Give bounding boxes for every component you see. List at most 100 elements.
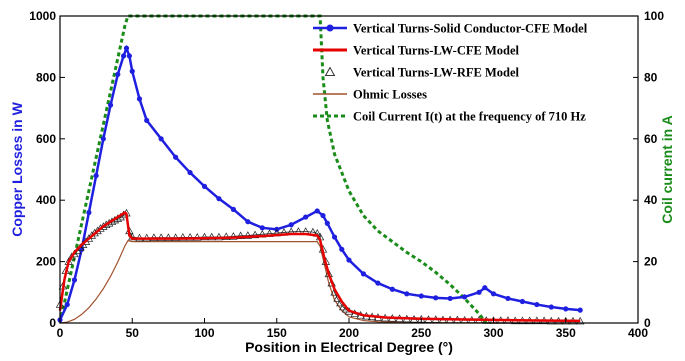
series-point-0 — [64, 301, 70, 308]
series-point-0 — [433, 295, 439, 301]
x-axis-label: Position in Electrical Degree (°) — [245, 339, 453, 355]
series-point-0 — [404, 291, 410, 297]
series-point-2 — [149, 233, 159, 241]
x-tick-label: 250 — [411, 326, 431, 340]
y-right-tick-label: 80 — [644, 70, 658, 84]
series-point-2 — [250, 230, 260, 239]
y-left-tick-label: 200 — [36, 255, 56, 269]
series-point-0 — [100, 136, 106, 142]
series-point-0 — [490, 291, 497, 297]
series-point-0 — [314, 208, 320, 214]
legend-marker-2 — [324, 66, 336, 77]
series-point-2 — [327, 278, 336, 287]
series-point-0 — [534, 301, 540, 308]
series-point-2 — [171, 233, 180, 241]
series-point-0 — [360, 271, 367, 277]
y-left-tick-label: 400 — [36, 193, 56, 207]
y-right-tick-label: 0 — [644, 316, 651, 330]
series-point-0 — [303, 214, 309, 220]
y-right-tick-label: 100 — [644, 9, 664, 23]
x-tick-label: 200 — [339, 326, 359, 340]
x-tick-label: 400 — [628, 326, 648, 340]
series-layer — [55, 14, 585, 325]
series-point-0 — [115, 71, 121, 77]
y-right-tick-label: 40 — [644, 193, 658, 207]
series-point-0 — [93, 173, 99, 179]
series-point-0 — [158, 136, 164, 142]
series-line-3 — [59, 240, 581, 324]
series-point-0 — [519, 298, 526, 305]
series-point-0 — [548, 304, 554, 310]
series-point-2 — [207, 232, 216, 241]
x-tick-label: 300 — [483, 326, 503, 340]
series-point-0 — [418, 293, 424, 299]
series-point-2 — [229, 232, 238, 240]
series-point-0 — [324, 220, 330, 226]
series-point-0 — [563, 306, 569, 312]
series-point-0 — [331, 234, 338, 240]
series-point-0 — [86, 209, 92, 216]
series-point-2 — [243, 231, 253, 239]
series-point-0 — [136, 96, 143, 102]
series-point-0 — [126, 53, 132, 59]
legend-label-1: Vertical Turns-LW-CFE Model — [353, 44, 520, 58]
legend-label-2: Vertical Turns-LW-RFE Model — [353, 66, 520, 80]
y-right-tick-label: 60 — [644, 132, 658, 146]
y-left-tick-label: 600 — [36, 132, 56, 146]
legend: Vertical Turns-Solid Conductor-CFE Model… — [313, 22, 588, 124]
y-left-tick-label: 1000 — [29, 9, 56, 23]
series-line-4 — [58, 14, 488, 324]
series-point-0 — [120, 53, 127, 59]
series-point-0 — [201, 183, 208, 189]
legend-label-3: Ohmic Losses — [353, 88, 427, 102]
series-point-0 — [144, 117, 150, 123]
x-tick-label: 50 — [126, 326, 140, 340]
series-point-0 — [577, 307, 583, 313]
series-point-2 — [193, 233, 202, 241]
series-line-1 — [58, 210, 581, 323]
x-tick-label: 350 — [556, 326, 576, 340]
x-tick-label: 0 — [57, 326, 64, 340]
series-point-0 — [245, 219, 251, 225]
series-point-0 — [173, 154, 179, 160]
series-point-0 — [216, 196, 222, 202]
series-line-2 — [59, 212, 581, 322]
series-point-0 — [476, 289, 482, 295]
legend-label-0: Vertical Turns-Solid Conductor-CFE Model — [353, 22, 588, 36]
series-point-0 — [230, 206, 236, 213]
legend-label-4: Coil Current I(t) at the frequency of 71… — [353, 110, 586, 124]
series-point-2 — [178, 233, 188, 241]
axes-layer: 0 50 100 150 200 250 300 350 4000200400600800100… — [9, 9, 675, 355]
series-point-0 — [339, 246, 345, 252]
series-line-0 — [58, 44, 581, 321]
series-point-2 — [221, 232, 231, 240]
series-point-0 — [123, 45, 130, 51]
y-right-tick-label: 20 — [644, 255, 658, 269]
series-point-2 — [156, 233, 166, 241]
series-point-0 — [71, 277, 78, 283]
plot-frame — [59, 15, 639, 324]
series-point-0 — [505, 295, 511, 302]
series-point-0 — [462, 294, 468, 300]
series-point-0 — [187, 169, 193, 176]
series-point-2 — [200, 232, 209, 241]
series-point-0 — [447, 295, 453, 302]
series-point-0 — [129, 68, 135, 74]
y-right-axis-label: Coil current in A — [659, 115, 675, 223]
x-tick-label: 100 — [194, 326, 214, 340]
series-point-0 — [389, 286, 395, 292]
y-left-tick-label: 0 — [49, 316, 56, 330]
series-point-2 — [236, 231, 245, 240]
series-point-0 — [107, 102, 114, 108]
series-point-0 — [482, 285, 488, 291]
y-left-tick-label: 800 — [36, 70, 56, 84]
series-point-0 — [288, 222, 294, 228]
series-point-0 — [320, 212, 326, 219]
series-point-2 — [185, 233, 195, 241]
y-left-axis-label: Copper Losses in W — [9, 101, 25, 236]
series-point-2 — [164, 233, 173, 241]
series-point-0 — [346, 257, 352, 263]
legend-marker-0 — [326, 24, 334, 32]
